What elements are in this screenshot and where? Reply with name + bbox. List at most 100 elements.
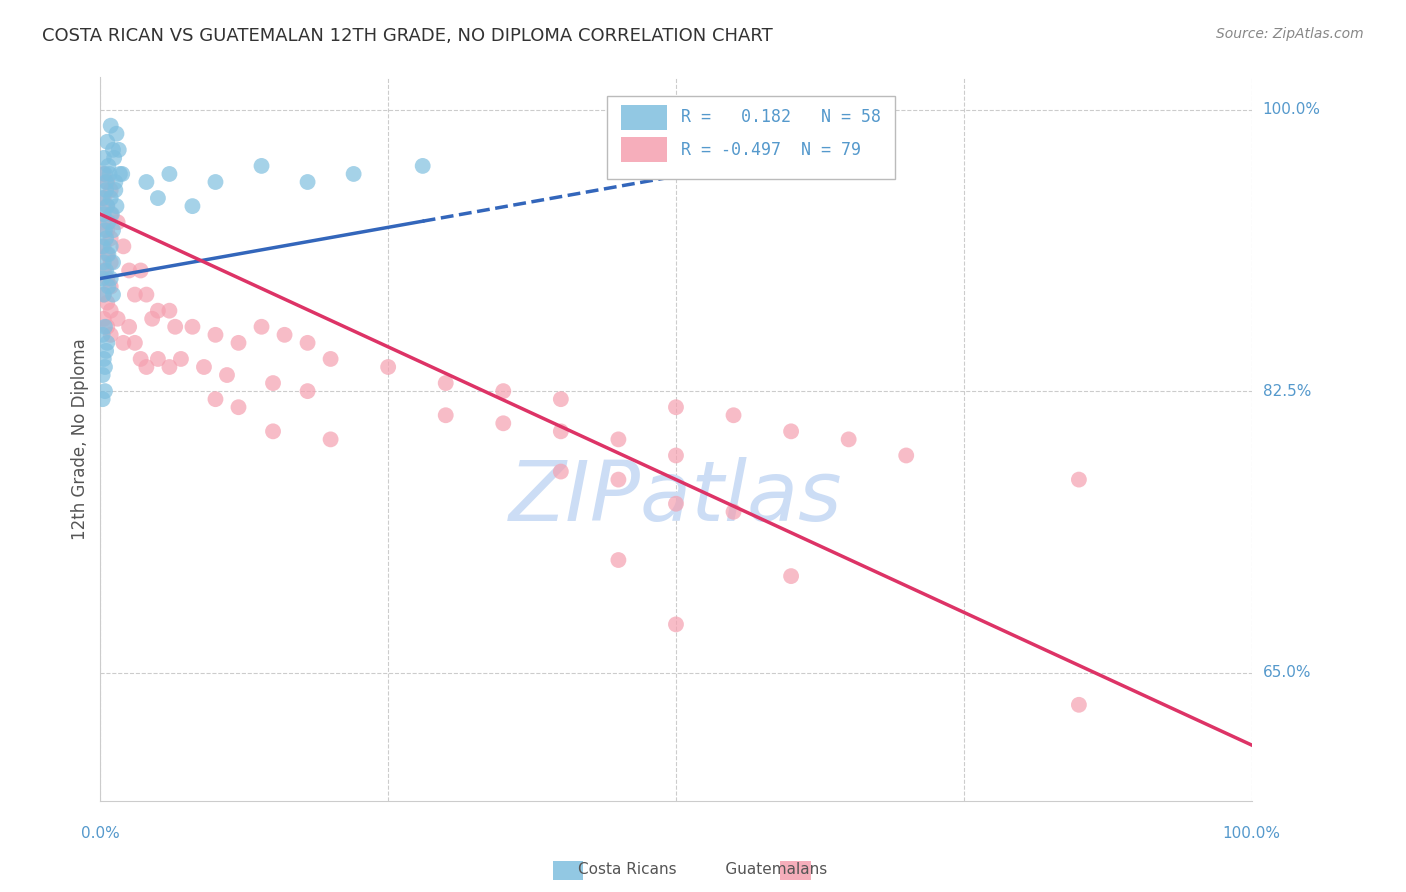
Point	[723, 409, 745, 423]
Point	[100, 119, 122, 133]
Point	[94, 183, 117, 197]
Point	[100, 303, 122, 318]
Point	[159, 359, 181, 374]
Point	[319, 351, 342, 366]
Point	[492, 417, 515, 431]
Point	[93, 191, 115, 205]
Point	[159, 167, 181, 181]
Point	[103, 151, 125, 165]
Point	[96, 247, 118, 261]
Point	[723, 505, 745, 519]
Y-axis label: 12th Grade, No Diploma: 12th Grade, No Diploma	[72, 338, 89, 541]
Point	[96, 135, 118, 149]
Point	[607, 473, 630, 487]
Point	[204, 175, 226, 189]
Point	[492, 384, 515, 398]
Point	[94, 175, 117, 189]
Point	[250, 319, 273, 334]
Text: COSTA RICAN VS GUATEMALAN 12TH GRADE, NO DIPLOMA CORRELATION CHART: COSTA RICAN VS GUATEMALAN 12TH GRADE, NO…	[42, 27, 773, 45]
Point	[100, 255, 122, 269]
Point	[97, 215, 120, 229]
Point	[124, 287, 146, 301]
Point	[107, 311, 129, 326]
Point	[193, 359, 215, 374]
Point	[96, 271, 118, 285]
Point	[377, 359, 399, 374]
Point	[100, 231, 122, 245]
Point	[94, 319, 117, 334]
Point	[91, 271, 114, 285]
Point	[118, 263, 141, 277]
Text: 65.0%: 65.0%	[1263, 665, 1312, 680]
Point	[228, 335, 250, 350]
Point	[165, 319, 187, 334]
Point	[105, 127, 128, 141]
Point	[434, 409, 457, 423]
Point	[108, 167, 131, 181]
Point	[159, 303, 181, 318]
Point	[297, 335, 319, 350]
Text: 100.0%: 100.0%	[1223, 826, 1281, 841]
Point	[250, 159, 273, 173]
Point	[91, 327, 114, 342]
Point	[101, 255, 124, 269]
Point	[97, 279, 120, 293]
Point	[124, 335, 146, 350]
Point	[96, 295, 118, 310]
Point	[112, 239, 135, 253]
Point	[181, 199, 204, 213]
Point	[93, 287, 115, 301]
Point	[146, 303, 169, 318]
Point	[93, 207, 115, 221]
Point	[94, 231, 117, 245]
Point	[101, 223, 124, 237]
Point	[135, 175, 157, 189]
Point	[94, 223, 117, 237]
Point	[100, 207, 122, 221]
Point	[550, 392, 572, 406]
Point	[91, 392, 114, 406]
Point	[343, 167, 366, 181]
Point	[1067, 473, 1090, 487]
Point	[181, 319, 204, 334]
Text: R = -0.497  N = 79: R = -0.497 N = 79	[681, 141, 860, 159]
Point	[94, 343, 117, 358]
Point	[228, 401, 250, 415]
Text: R =   0.182   N = 58: R = 0.182 N = 58	[681, 108, 880, 127]
Point	[100, 191, 122, 205]
Point	[93, 255, 115, 269]
Point	[1067, 698, 1090, 712]
Point	[96, 175, 118, 189]
Point	[607, 553, 630, 567]
Point	[107, 143, 129, 157]
Point	[107, 215, 129, 229]
Point	[129, 351, 152, 366]
Point	[105, 199, 128, 213]
Point	[94, 359, 117, 374]
Point	[100, 183, 122, 197]
Point	[135, 359, 157, 374]
Point	[96, 335, 118, 350]
Point	[91, 191, 114, 205]
Point	[100, 279, 122, 293]
Point	[97, 247, 120, 261]
Point	[101, 287, 124, 301]
Point	[780, 425, 803, 439]
Point	[129, 263, 152, 277]
Point	[93, 151, 115, 165]
Point	[146, 351, 169, 366]
Point	[111, 167, 134, 181]
Point	[93, 263, 115, 277]
Point	[607, 433, 630, 447]
Point	[94, 167, 117, 181]
Point	[665, 449, 688, 463]
Point	[98, 167, 121, 181]
Point	[100, 239, 122, 253]
Point	[94, 384, 117, 398]
Point	[262, 425, 284, 439]
Point	[838, 433, 860, 447]
FancyBboxPatch shape	[607, 95, 894, 178]
Text: Source: ZipAtlas.com: Source: ZipAtlas.com	[1216, 27, 1364, 41]
Point	[93, 215, 115, 229]
Point	[896, 449, 918, 463]
